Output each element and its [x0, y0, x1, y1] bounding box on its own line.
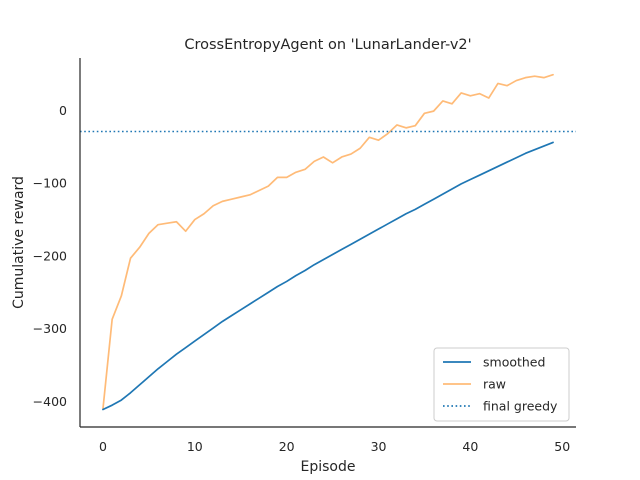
legend-label: raw	[483, 377, 506, 392]
y-tick-label: −400	[33, 394, 67, 409]
x-tick-label: 40	[462, 439, 478, 454]
x-tick-label: 10	[187, 439, 203, 454]
series-line-raw	[102, 73, 554, 410]
legend-label: final greedy	[483, 399, 558, 414]
x-tick-label: 0	[99, 439, 107, 454]
legend-label: smoothed	[483, 355, 545, 370]
x-tick-label: 50	[554, 439, 570, 454]
y-tick-label: −100	[33, 176, 67, 191]
x-axis-label: Episode	[301, 459, 356, 475]
y-tick-label: 0	[59, 103, 67, 118]
x-axis-ticks: 0 10 20 30 40 50	[99, 439, 570, 454]
legend: smoothed raw final greedy	[433, 347, 570, 422]
plot-area	[80, 73, 576, 411]
x-tick-label: 20	[279, 439, 295, 454]
legend-box	[433, 347, 570, 422]
chart-title: CrossEntropyAgent on 'LunarLander-v2'	[184, 37, 471, 53]
y-axis-label: Cumulative reward	[11, 176, 27, 309]
x-tick-label: 30	[371, 439, 387, 454]
series-line-smoothed	[102, 141, 554, 411]
y-tick-label: −300	[33, 321, 67, 336]
y-tick-label: −200	[33, 248, 67, 263]
y-axis-ticks: 0 −100 −200 −300 −400	[33, 103, 67, 409]
